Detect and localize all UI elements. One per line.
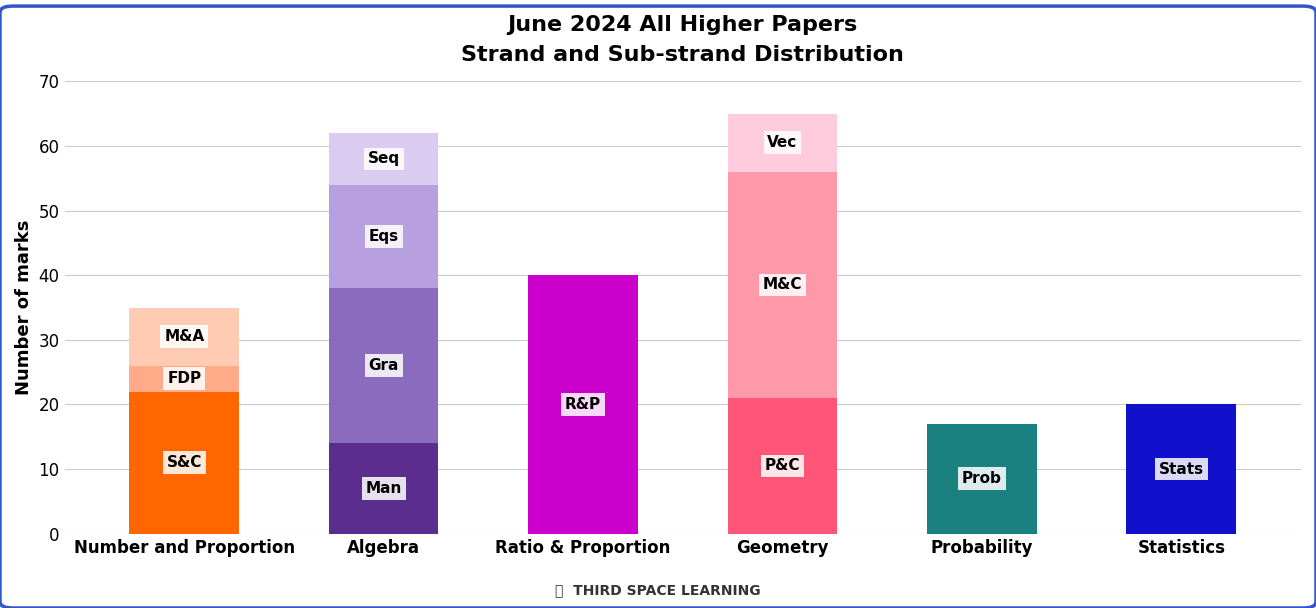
- Text: Eqs: Eqs: [368, 229, 399, 244]
- Bar: [329, 288, 438, 443]
- Text: Man: Man: [366, 481, 401, 496]
- Text: M&A: M&A: [164, 329, 204, 344]
- Text: S&C: S&C: [167, 455, 201, 470]
- Bar: [129, 365, 240, 392]
- Text: Vec: Vec: [767, 136, 797, 150]
- Text: M&C: M&C: [763, 277, 803, 292]
- Bar: [129, 392, 240, 534]
- Text: FDP: FDP: [167, 371, 201, 386]
- Bar: [728, 114, 837, 172]
- Text: Prob: Prob: [962, 471, 1001, 486]
- Bar: [926, 424, 1037, 534]
- Bar: [1126, 404, 1236, 534]
- Text: Stats: Stats: [1159, 461, 1204, 477]
- Text: R&P: R&P: [565, 397, 601, 412]
- Text: 🤝  THIRD SPACE LEARNING: 🤝 THIRD SPACE LEARNING: [555, 582, 761, 597]
- Bar: [329, 443, 438, 534]
- Bar: [528, 275, 638, 534]
- Bar: [728, 398, 837, 534]
- Title: June 2024 All Higher Papers
Strand and Sub-strand Distribution: June 2024 All Higher Papers Strand and S…: [462, 15, 904, 64]
- Text: P&C: P&C: [765, 458, 800, 473]
- Bar: [329, 185, 438, 288]
- Bar: [728, 172, 837, 398]
- Bar: [129, 308, 240, 365]
- Bar: [329, 133, 438, 185]
- Y-axis label: Number of marks: Number of marks: [14, 220, 33, 395]
- Text: Seq: Seq: [367, 151, 400, 167]
- Text: Gra: Gra: [368, 358, 399, 373]
